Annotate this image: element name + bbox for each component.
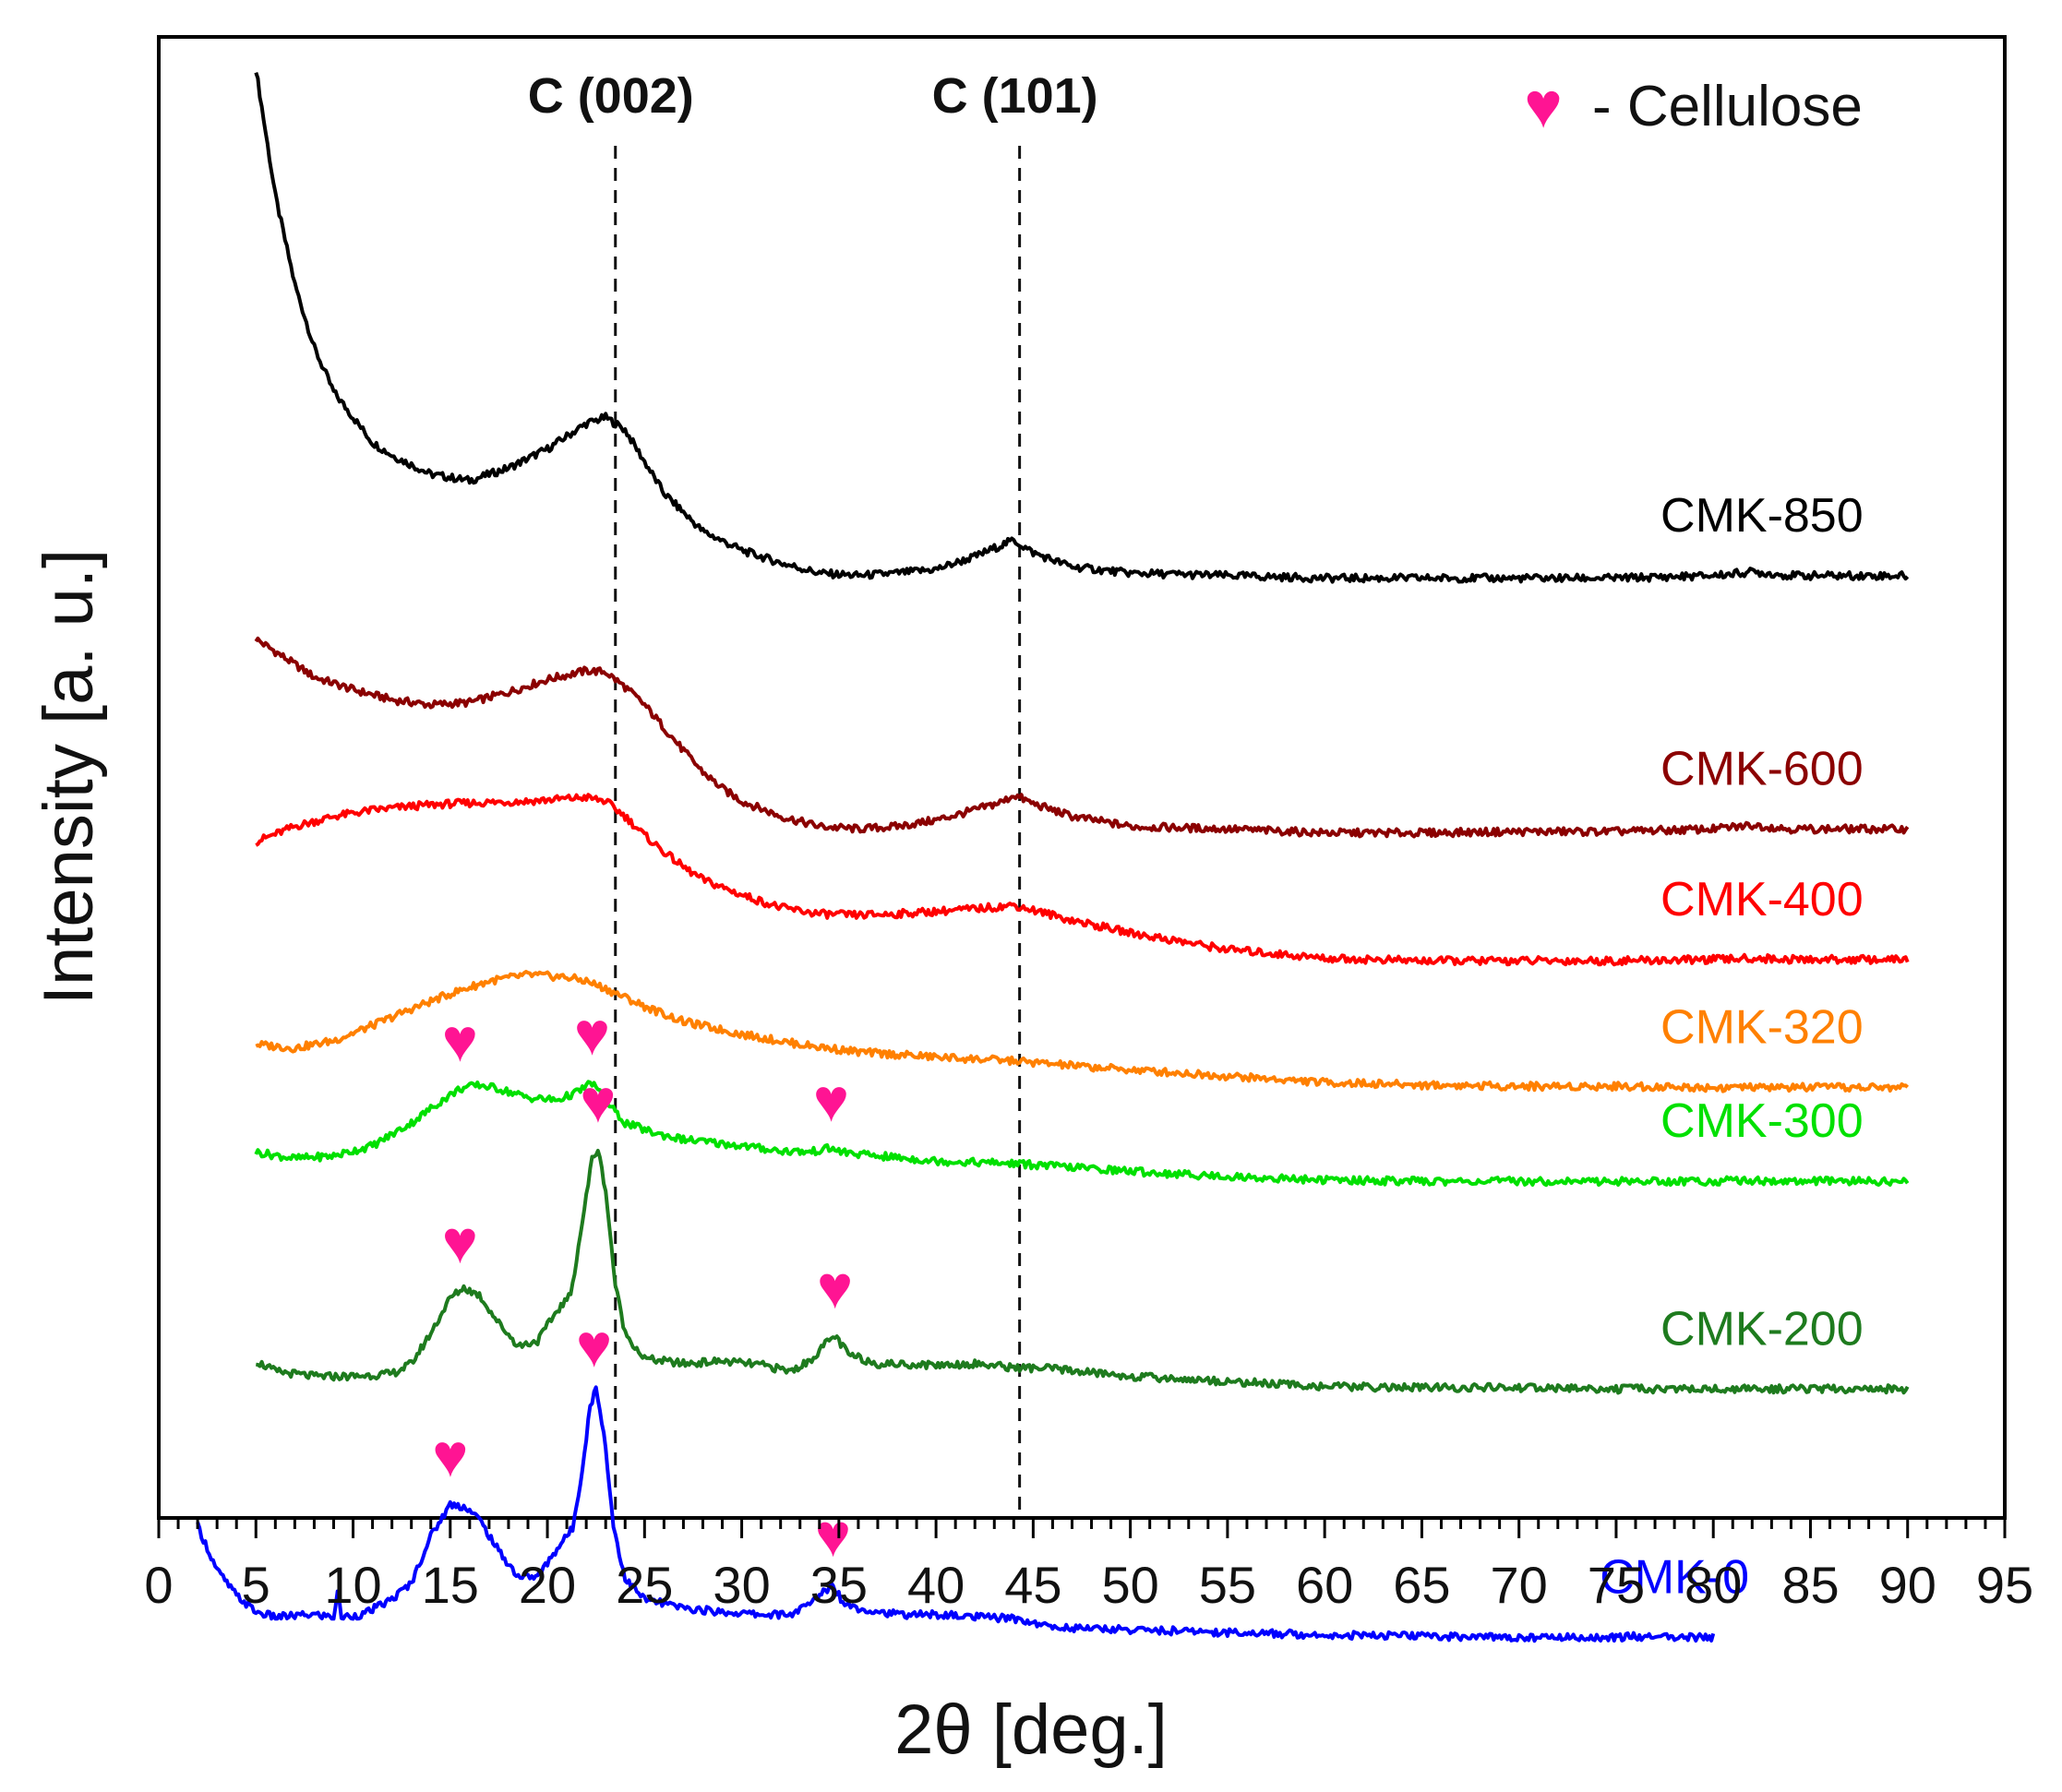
series-line-cmk-0 xyxy=(196,1385,1716,1643)
series-line-cmk-400 xyxy=(255,793,1910,967)
series-line-cmk-320 xyxy=(255,970,1910,1093)
legend-heart-icon: ♥ xyxy=(1524,69,1563,141)
series-label-cmk-400: CMK-400 xyxy=(1660,873,1864,926)
series-label-cmk-600: CMK-600 xyxy=(1660,742,1864,795)
x-tick-label: 65 xyxy=(1393,1556,1450,1614)
series-line-cmk-200 xyxy=(256,1149,1910,1395)
series-label-cmk-300: CMK-300 xyxy=(1660,1094,1864,1148)
x-tick-label: 30 xyxy=(713,1556,770,1614)
cellulose-heart-icon: ♥ xyxy=(817,1253,853,1321)
x-tick-label: 60 xyxy=(1296,1556,1353,1614)
series-line-cmk-600 xyxy=(254,636,1910,839)
legend-label: - Cellulose xyxy=(1592,75,1863,138)
x-tick-label: 20 xyxy=(519,1556,576,1614)
series-label-cmk-850: CMK-850 xyxy=(1660,489,1864,543)
x-tick-label: 50 xyxy=(1101,1556,1158,1614)
x-tick-label: 70 xyxy=(1491,1556,1548,1614)
legend: ♥ - Cellulose xyxy=(1524,69,1863,141)
series-label-cmk-320: CMK-320 xyxy=(1660,1001,1864,1055)
x-tick-label: 80 xyxy=(1684,1556,1742,1614)
x-tick-label: 5 xyxy=(242,1556,270,1614)
x-tick-label: 75 xyxy=(1588,1556,1645,1614)
x-tick-label: 0 xyxy=(144,1556,173,1614)
x-tick-label: 25 xyxy=(616,1556,673,1614)
x-tick-label: 10 xyxy=(324,1556,381,1614)
cellulose-heart-icon: ♥ xyxy=(580,1067,616,1135)
cellulose-heart-icon: ♥ xyxy=(442,1208,478,1276)
x-tick-label: 15 xyxy=(422,1556,479,1614)
cellulose-heart-icon: ♥ xyxy=(813,1066,849,1134)
x-tick-label: 55 xyxy=(1199,1556,1256,1614)
x-tick-label: 85 xyxy=(1781,1556,1839,1614)
x-axis-title: 2θ [deg.] xyxy=(894,1690,1168,1769)
cellulose-heart-icon: ♥ xyxy=(574,999,610,1068)
y-axis-title: Intensity [a. u.] xyxy=(30,549,108,1005)
cellulose-heart-icon: ♥ xyxy=(815,1501,851,1570)
x-tick-label: 35 xyxy=(810,1556,868,1614)
series-label-cmk-200: CMK-200 xyxy=(1660,1302,1864,1356)
series-line-cmk-850 xyxy=(254,72,1910,584)
ref-label-c-002: C (002) xyxy=(528,68,694,124)
series-line-cmk-300 xyxy=(254,1080,1910,1188)
x-tick-label: 45 xyxy=(1004,1556,1061,1614)
cellulose-heart-icon: ♥ xyxy=(432,1421,468,1489)
x-tick-label: 95 xyxy=(1976,1556,2033,1614)
series-label-cmk-0: CMK-0 xyxy=(1600,1550,1749,1604)
cellulose-heart-icon: ♥ xyxy=(442,1006,478,1074)
plot-frame xyxy=(157,35,2007,1520)
x-tick-label: 40 xyxy=(907,1556,965,1614)
x-tick-label: 90 xyxy=(1879,1556,1936,1614)
cellulose-heart-icon: ♥ xyxy=(576,1311,612,1380)
ref-label-c-101: C (101) xyxy=(932,68,1098,124)
